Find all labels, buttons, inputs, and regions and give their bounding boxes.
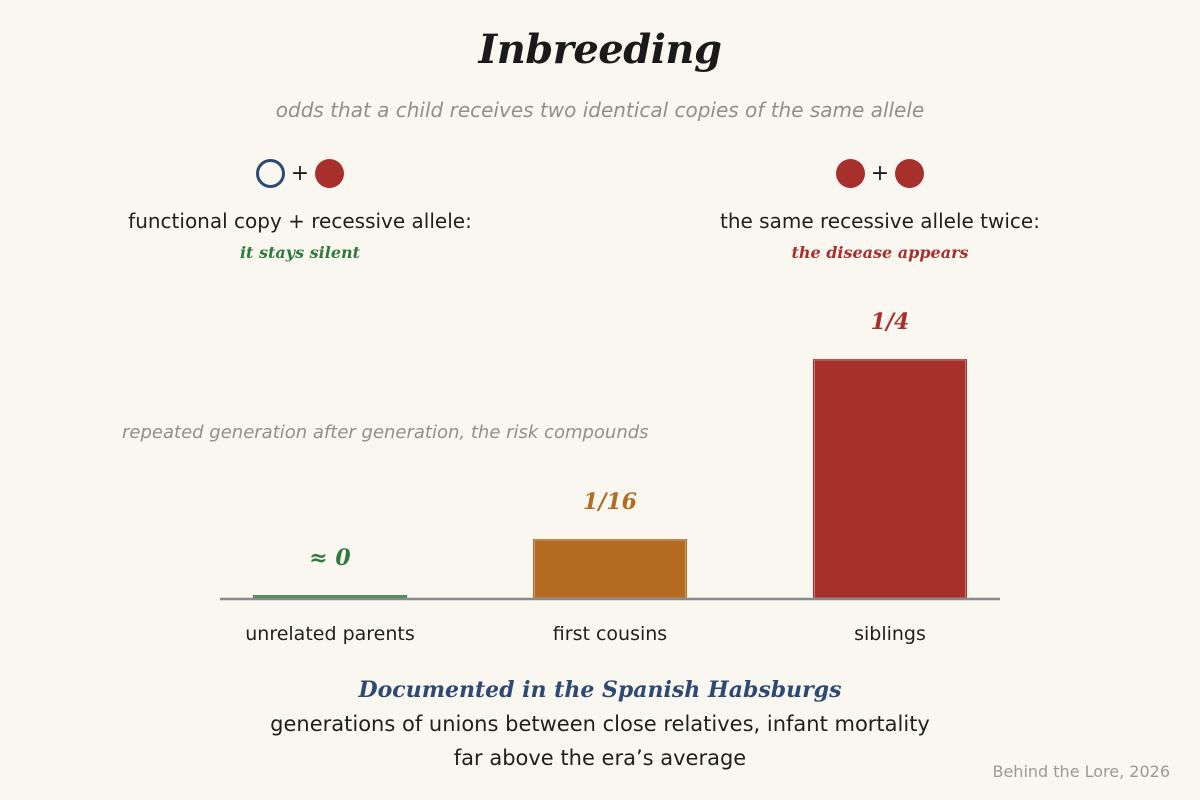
value-label: 1/4 bbox=[871, 309, 910, 335]
bars-group bbox=[253, 359, 967, 599]
source-credit: Behind the Lore, 2026 bbox=[992, 762, 1170, 781]
functional-recessive-caption: functional copy + recessive allele: bbox=[128, 209, 472, 233]
risk-bar-chart: ≈ 0 unrelated parents 1/16 first cousins 1/4… bbox=[220, 309, 1000, 645]
recessive-allele-icon bbox=[835, 159, 865, 188]
chart-title: Inbreeding bbox=[478, 26, 722, 73]
category-label: first cousins bbox=[553, 623, 667, 645]
plus-sign: + bbox=[870, 160, 890, 186]
chart-subtitle: odds that a child receives two identical… bbox=[275, 98, 925, 122]
category-label: siblings bbox=[854, 623, 926, 645]
recessive-allele-icon bbox=[315, 159, 345, 188]
compounding-risk-annotation: repeated generation after generation, th… bbox=[122, 422, 649, 443]
plus-sign: + bbox=[290, 160, 310, 186]
category-label: unrelated parents bbox=[245, 623, 415, 645]
value-label: 1/16 bbox=[583, 489, 637, 515]
habsburg-description-line-1: generations of unions between close rela… bbox=[270, 712, 930, 736]
value-label: ≈ 0 bbox=[309, 545, 351, 571]
functional-allele-icon bbox=[255, 159, 285, 188]
disease-appears-note: the disease appears bbox=[791, 243, 969, 262]
bar-first-cousins bbox=[533, 539, 687, 599]
recessive-twice-caption: the same recessive allele twice: bbox=[720, 209, 1040, 233]
recessive-allele-icon bbox=[895, 159, 925, 188]
bar-siblings bbox=[813, 359, 967, 599]
habsburg-description-line-2: far above the era’s average bbox=[453, 746, 747, 770]
stays-silent-note: it stays silent bbox=[239, 243, 361, 262]
labels-group: ≈ 0 unrelated parents 1/16 first cousins 1/4… bbox=[245, 309, 926, 645]
recessive-twice-icons: + bbox=[740, 159, 1020, 188]
bar-unrelated-parents bbox=[253, 595, 407, 599]
functional-plus-recessive-icons: + bbox=[160, 159, 440, 188]
habsburg-heading: Documented in the Spanish Habsburgs bbox=[358, 677, 842, 703]
